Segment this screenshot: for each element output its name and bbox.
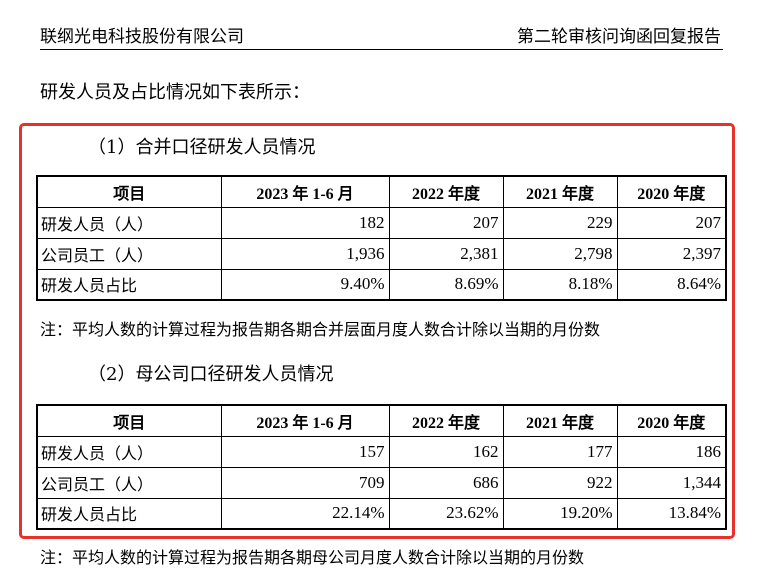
column-header: 2020 年度 [616,175,727,208]
table-cell: 2,381 [388,237,504,270]
row-label: 研发人员占比 [36,497,222,530]
table-cell: 922 [502,466,618,499]
table-cell: 22.14% [220,497,390,530]
table-cell: 23.62% [388,497,504,530]
table-cell: 177 [502,435,618,468]
column-header: 项目 [36,175,222,208]
table-row: 研发人员（人） 182 207 229 207 [36,206,727,239]
table-header-row: 项目 2023 年 1-6 月 2022 年度 2021 年度 2020 年度 [36,175,727,208]
table-cell: 19.20% [502,497,618,530]
table-cell: 709 [220,466,390,499]
row-label: 研发人员（人） [36,206,222,239]
table-note: 注：平均人数的计算过程为报告期各期母公司月度人数合计除以当期的月份数 [40,548,585,567]
header-divider [40,49,723,50]
column-header: 2023 年 1-6 月 [220,404,390,437]
table-cell: 157 [220,435,390,468]
table-cell: 1,936 [220,237,390,270]
intro-text: 研发人员及占比情况如下表所示： [40,82,310,103]
column-header: 2020 年度 [616,404,727,437]
column-header: 2021 年度 [502,404,618,437]
row-label: 公司员工（人） [36,237,222,270]
table-row: 研发人员（人） 157 162 177 186 [36,435,727,468]
table-cell: 162 [388,435,504,468]
column-header: 2021 年度 [502,175,618,208]
table-cell: 686 [388,466,504,499]
table-cell: 186 [616,435,727,468]
table-row: 研发人员占比 22.14% 23.62% 19.20% 13.84% [36,497,727,530]
table-cell: 2,397 [616,237,727,270]
company-name: 联纲光电科技股份有限公司 [40,27,244,47]
table-cell: 8.18% [502,268,618,301]
table-cell: 207 [388,206,504,239]
row-label: 研发人员（人） [36,435,222,468]
table-row: 公司员工（人） 709 686 922 1,344 [36,466,727,499]
table-cell: 9.40% [220,268,390,301]
column-header: 2022 年度 [388,404,504,437]
table-cell: 207 [616,206,727,239]
column-header: 2022 年度 [388,175,504,208]
section-title-consolidated: （1）合并口径研发人员情况 [88,137,316,158]
document-title: 第二轮审核问询函回复报告 [517,27,721,47]
table-cell: 8.69% [388,268,504,301]
consolidated-table: 项目 2023 年 1-6 月 2022 年度 2021 年度 2020 年度 … [36,175,727,301]
table-cell: 182 [220,206,390,239]
table-cell: 8.64% [616,268,727,301]
row-label: 研发人员占比 [36,268,222,301]
table-cell: 2,798 [502,237,618,270]
highlight-box [19,123,735,539]
column-header: 2023 年 1-6 月 [220,175,390,208]
table-cell: 1,344 [616,466,727,499]
table-cell: 229 [502,206,618,239]
table-row: 公司员工（人） 1,936 2,381 2,798 2,397 [36,237,727,270]
column-header: 项目 [36,404,222,437]
table-row: 研发人员占比 9.40% 8.69% 8.18% 8.64% [36,268,727,301]
table-note: 注：平均人数的计算过程为报告期各期合并层面月度人数合计除以当期的月份数 [40,320,601,339]
table-cell: 13.84% [616,497,727,530]
table-header-row: 项目 2023 年 1-6 月 2022 年度 2021 年度 2020 年度 [36,404,727,437]
parent-company-table: 项目 2023 年 1-6 月 2022 年度 2021 年度 2020 年度 … [36,404,727,530]
section-title-parent: （2）母公司口径研发人员情况 [88,364,334,385]
row-label: 公司员工（人） [36,466,222,499]
